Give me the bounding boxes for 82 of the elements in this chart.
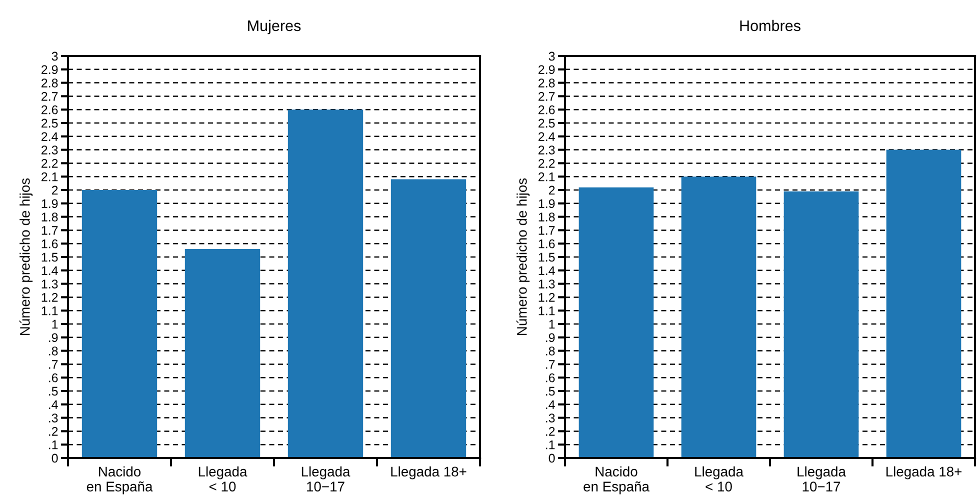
y-tick-label: 2.4: [538, 132, 555, 141]
y-tick-label: .1: [546, 440, 555, 450]
y-tick-label: 2.3: [42, 146, 58, 154]
y-tick-label: .3: [48, 414, 58, 422]
y-tick-label: .2: [48, 427, 58, 436]
y-tick-label: .6: [48, 373, 58, 382]
y-tick-label: .7: [48, 360, 58, 369]
y-tick-label: 2.4: [42, 132, 58, 141]
y-tick-label: .5: [48, 386, 58, 396]
x-tick-label: Llegada < 10: [695, 466, 744, 492]
y-tick-label: 1.4: [42, 266, 58, 275]
y-tick-label: 2: [548, 186, 555, 195]
y-tick-label: 1.6: [538, 239, 555, 248]
chart-title: Mujeres: [248, 20, 301, 34]
y-tick-label: .9: [48, 333, 58, 342]
y-tick-label: 2.1: [538, 172, 555, 182]
y-tick-label: 2.7: [538, 92, 555, 101]
y-tick-label: .8: [546, 346, 555, 356]
x-tick-label: Nacido en España: [86, 466, 153, 494]
y-tick-label: 2.1: [42, 172, 58, 182]
y-tick-label: 1.7: [538, 226, 555, 235]
bar: [390, 179, 466, 458]
y-axis-title: Número predicho de hijos: [516, 178, 530, 335]
y-tick-label: .4: [546, 400, 555, 409]
bar: [578, 187, 654, 458]
y-tick-label: 1.5: [538, 252, 555, 262]
y-tick-label: 2.9: [42, 65, 58, 74]
y-tick-label: 2.6: [538, 105, 555, 114]
chart-title: Hombres: [740, 20, 800, 32]
y-tick-label: .2: [546, 427, 555, 436]
bar: [886, 150, 962, 458]
y-tick-label: 1.6: [42, 239, 58, 248]
y-tick-label: 2.6: [42, 105, 58, 114]
y-tick-label: 1.2: [42, 293, 58, 302]
y-tick-label: 1.2: [538, 293, 555, 302]
y-tick-label: 2.2: [42, 159, 58, 168]
y-tick-label: 0: [52, 454, 58, 463]
x-tick-label: Llegada 18+: [886, 466, 962, 480]
bar: [184, 248, 260, 458]
y-tick-label: 1: [549, 320, 555, 329]
y-tick-label: 3: [548, 52, 555, 61]
y-tick-label: 2: [52, 186, 58, 195]
y-tick-label: .8: [48, 346, 58, 356]
y-tick-label: 1.8: [538, 212, 555, 222]
y-tick-label: 1.7: [42, 226, 58, 235]
y-tick-label: .9: [546, 333, 555, 342]
y-tick-label: 2.2: [538, 159, 555, 168]
x-tick-label: Llegada 10−17: [302, 466, 350, 492]
y-tick-label: .1: [48, 440, 58, 450]
y-tick-label: 0: [548, 454, 555, 463]
y-tick-label: 2.7: [42, 92, 58, 101]
y-tick-label: .6: [546, 373, 555, 382]
y-tick-label: 2.3: [538, 146, 555, 154]
x-tick-label: Llegada < 10: [198, 466, 248, 492]
y-tick-label: 1.9: [538, 199, 555, 208]
y-tick-label: .5: [546, 386, 555, 396]
bar: [288, 110, 364, 458]
y-tick-label: 2.5: [538, 118, 555, 128]
y-tick-label: 2.8: [42, 78, 58, 88]
x-tick-label: Llegada 10−17: [798, 466, 846, 492]
y-axis-title: Número predicho de hijos: [19, 178, 33, 335]
y-tick-label: 1.4: [538, 266, 555, 275]
y-tick-label: .7: [546, 360, 555, 369]
bar: [82, 190, 158, 458]
x-tick-label: Nacido en España: [584, 466, 650, 494]
y-tick-label: 1.1: [42, 306, 58, 316]
y-tick-label: 1.9: [42, 199, 58, 208]
y-tick-label: .3: [546, 414, 555, 422]
y-tick-label: 1.1: [538, 306, 555, 316]
bar: [681, 176, 756, 458]
x-tick-label: Llegada 18+: [391, 466, 466, 480]
y-tick-label: 2.5: [42, 118, 58, 128]
bar: [784, 191, 859, 458]
y-tick-label: 2.9: [538, 65, 555, 74]
y-tick-label: 1.8: [42, 212, 58, 222]
y-tick-label: 1: [52, 320, 58, 329]
y-tick-label: 1.5: [42, 252, 58, 262]
y-tick-label: .4: [48, 400, 58, 409]
y-tick-label: 1.3: [42, 280, 58, 288]
y-tick-label: 2.8: [538, 78, 555, 88]
y-tick-label: 3: [52, 52, 58, 61]
y-tick-label: 1.3: [538, 280, 555, 288]
